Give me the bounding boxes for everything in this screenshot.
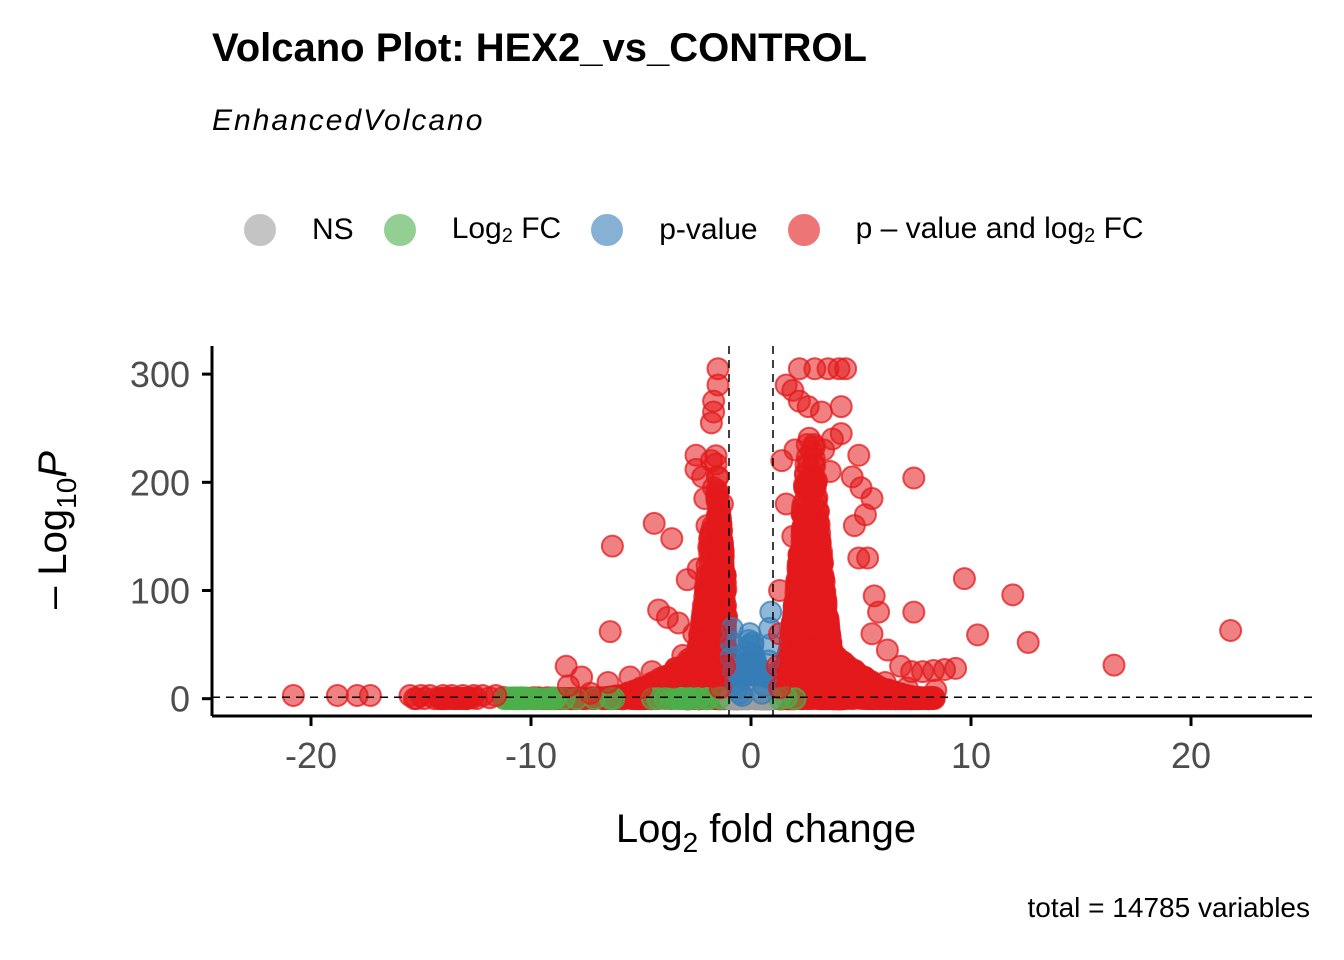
legend-swatch-log2fc — [383, 214, 416, 246]
legend-label-pvalue: p-value — [659, 213, 758, 246]
legend-label-log2fc: Log2 FC — [451, 212, 562, 247]
legend-item-pvalue-and-log2fc: p – value and log2 FC — [787, 212, 1144, 248]
legend-swatch-pvalue — [591, 214, 624, 246]
legend-item-pvalue: p-value — [591, 213, 758, 247]
legend-swatch-pvalue-and-log2fc — [787, 214, 820, 246]
data-point — [707, 560, 731, 584]
legend-item-ns: NS — [244, 213, 354, 247]
chart-title: Volcano Plot: HEX2_vs_CONTROL — [212, 26, 867, 70]
chart-legend: NS Log2 FC p-value p – value and log2 FC — [244, 204, 1174, 256]
legend-label-ns: NS — [312, 213, 354, 246]
legend-item-log2fc: Log2 FC — [383, 212, 562, 248]
points-layer — [281, 357, 1243, 711]
chart-subtitle: EnhancedVolcano — [212, 104, 485, 137]
legend-swatch-ns — [244, 214, 276, 246]
legend-label-pvalue-and-log2fc: p – value and log2 FC — [855, 212, 1144, 247]
